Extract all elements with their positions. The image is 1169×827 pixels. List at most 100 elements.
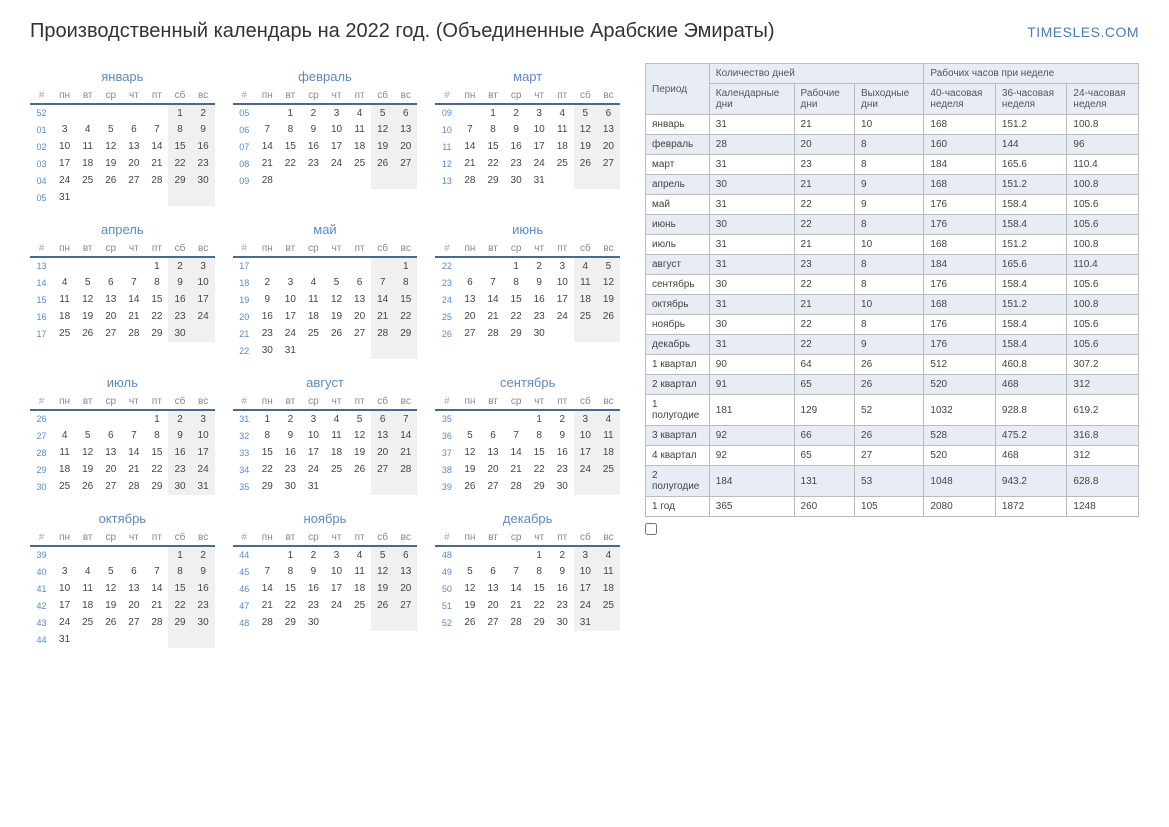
day-cell: 26: [99, 614, 122, 631]
day-cell: 16: [302, 580, 325, 597]
day-cell: 16: [192, 580, 215, 597]
weekday-header: сб: [574, 88, 597, 104]
day-cell: 20: [99, 461, 122, 478]
stats-cell: 22: [794, 195, 855, 215]
month-name: август: [233, 369, 418, 394]
day-cell: 15: [168, 138, 191, 155]
month-table: #пнвтсрчтптсбвс0512345606789101112130714…: [233, 88, 418, 189]
stats-cell: 31: [709, 255, 794, 275]
day-cell: 23: [256, 325, 279, 342]
empty-day: [192, 325, 215, 342]
stats-cell: сентябрь: [646, 275, 710, 295]
day-cell: 4: [574, 257, 597, 274]
weekday-header: вт: [481, 394, 504, 410]
empty-day: [99, 631, 122, 648]
day-cell: 24: [574, 461, 597, 478]
stats-cell: 307.2: [1067, 355, 1139, 375]
weekday-header: сб: [371, 530, 394, 546]
day-cell: 15: [168, 580, 191, 597]
stats-cell: 8: [855, 135, 924, 155]
day-cell: 12: [99, 138, 122, 155]
stats-cell: 8: [855, 315, 924, 335]
week-number: 26: [435, 325, 458, 342]
day-cell: 4: [597, 410, 620, 427]
weekday-header: чт: [325, 394, 348, 410]
day-cell: 26: [597, 308, 620, 325]
weekday-header: пт: [348, 394, 371, 410]
day-cell: 15: [145, 444, 168, 461]
day-cell: 14: [145, 138, 168, 155]
day-cell: 3: [574, 410, 597, 427]
day-cell: 11: [348, 563, 371, 580]
day-cell: 4: [325, 410, 348, 427]
day-cell: 23: [168, 308, 191, 325]
weekday-header: пн: [458, 394, 481, 410]
day-cell: 22: [394, 308, 417, 325]
day-cell: 12: [325, 291, 348, 308]
stats-cell: 9: [855, 195, 924, 215]
day-cell: 9: [551, 563, 574, 580]
day-cell: 25: [574, 308, 597, 325]
stats-cell: 2080: [924, 497, 996, 517]
stats-cell: 928.8: [995, 395, 1067, 426]
weekday-header: сб: [371, 241, 394, 257]
stats-cell: 8: [855, 215, 924, 235]
weekday-header: пт: [145, 530, 168, 546]
day-cell: 14: [122, 291, 145, 308]
week-number: 22: [233, 342, 256, 359]
stats-cell: 66: [794, 426, 855, 446]
stats-cell: 3 квартал: [646, 426, 710, 446]
stats-cell: 23: [794, 255, 855, 275]
weekday-header: сб: [371, 88, 394, 104]
weekday-header: сб: [168, 88, 191, 104]
empty-day: [122, 189, 145, 206]
weekday-header: вт: [279, 88, 302, 104]
stats-cell: 91: [709, 375, 794, 395]
stats-cell: 65: [794, 446, 855, 466]
stats-cell: 312: [1067, 375, 1139, 395]
toggle-checkbox[interactable]: [645, 523, 657, 535]
stats-cell: 151.2: [995, 295, 1067, 315]
week-number: 45: [233, 563, 256, 580]
day-cell: 30: [302, 614, 325, 631]
day-cell: 4: [53, 427, 76, 444]
day-cell: 13: [394, 563, 417, 580]
month-name: февраль: [233, 63, 418, 88]
day-cell: 3: [551, 257, 574, 274]
weekday-header: пн: [458, 241, 481, 257]
stats-cell: февраль: [646, 135, 710, 155]
stats-cell: 105.6: [1067, 315, 1139, 335]
day-cell: 8: [256, 427, 279, 444]
day-cell: 15: [279, 580, 302, 597]
day-cell: 30: [192, 614, 215, 631]
day-cell: 1: [528, 546, 551, 563]
day-cell: 2: [551, 546, 574, 563]
empty-day: [122, 631, 145, 648]
day-cell: 9: [168, 427, 191, 444]
week-number: 35: [233, 478, 256, 495]
day-cell: 6: [99, 274, 122, 291]
day-cell: 5: [348, 410, 371, 427]
weekday-header: вс: [394, 530, 417, 546]
stats-cell: 520: [924, 446, 996, 466]
empty-day: [325, 478, 348, 495]
empty-day: [122, 546, 145, 563]
stats-cell: 312: [1067, 446, 1139, 466]
day-cell: 21: [481, 308, 504, 325]
stats-cell: 165.6: [995, 255, 1067, 275]
day-cell: 31: [192, 478, 215, 495]
stats-row: июль312110168151.2100.8: [646, 235, 1139, 255]
day-cell: 9: [256, 291, 279, 308]
stats-cell: 131: [794, 466, 855, 497]
day-cell: 12: [76, 444, 99, 461]
day-cell: 28: [481, 325, 504, 342]
stats-cell: 468: [995, 446, 1067, 466]
day-cell: 14: [145, 580, 168, 597]
day-cell: 9: [168, 274, 191, 291]
month-table: #пнвтсрчтптсбвс2212345236789101112241314…: [435, 241, 620, 342]
week-number: 47: [233, 597, 256, 614]
day-cell: 26: [76, 325, 99, 342]
stats-row: декабрь31229176158.4105.6: [646, 335, 1139, 355]
brand-link[interactable]: TIMESLES.COM: [1027, 24, 1139, 40]
empty-day: [168, 631, 191, 648]
